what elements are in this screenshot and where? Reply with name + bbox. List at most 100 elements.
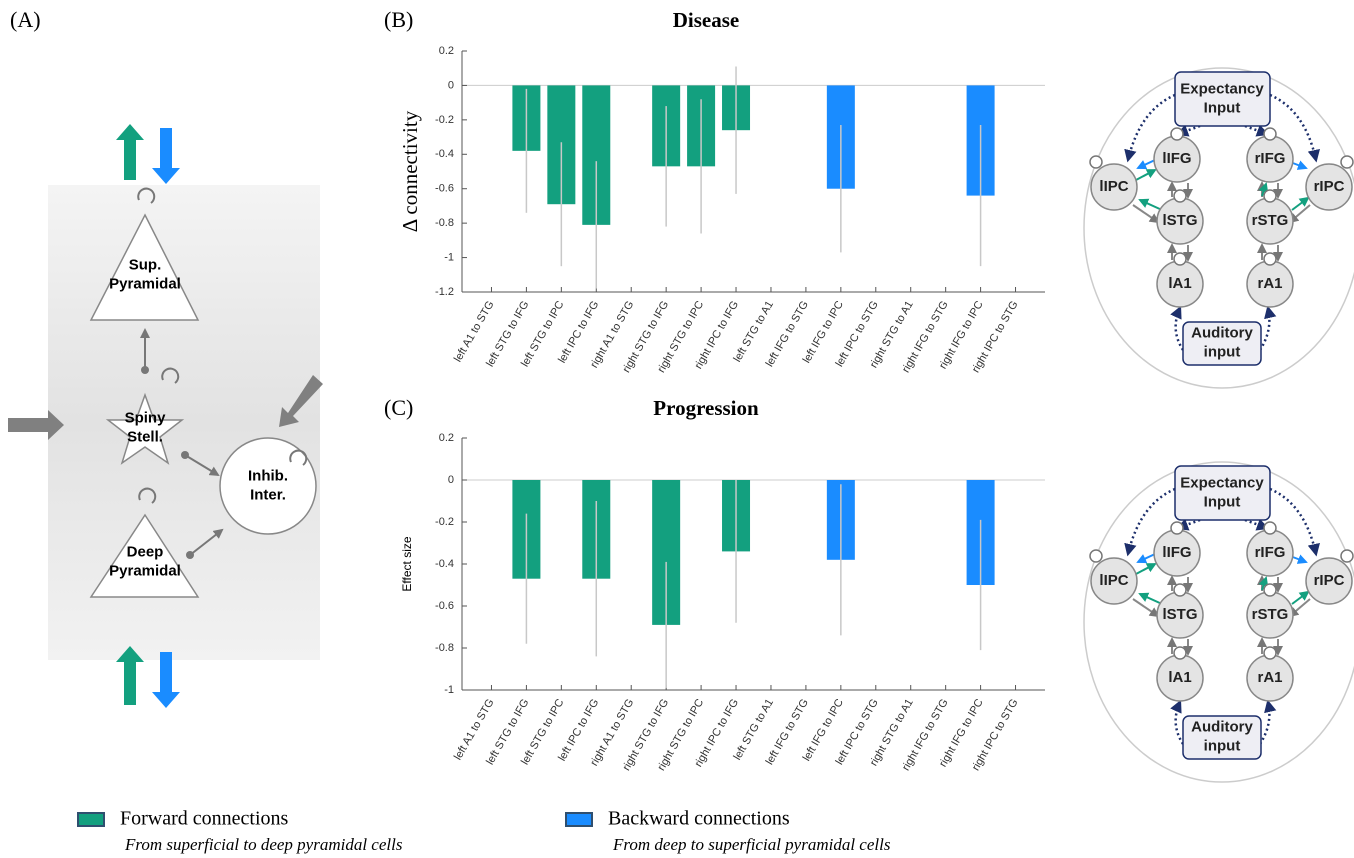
y-tick-label: -0.6 (435, 600, 454, 612)
node-label: input (1204, 343, 1241, 360)
node-label: lA1 (1168, 669, 1191, 686)
node-label: Input (1204, 493, 1241, 510)
connection (1132, 598, 1160, 618)
node-label: Inter. (250, 486, 286, 503)
node-label: rIPC (1314, 572, 1345, 589)
self-loop (289, 449, 308, 466)
self-loop (1089, 155, 1103, 169)
input-box (1174, 71, 1271, 127)
connection (184, 454, 220, 477)
arrow-up (116, 124, 144, 180)
self-loop (1263, 189, 1277, 203)
node-label: lIFG (1162, 150, 1191, 167)
input-link (1175, 518, 1201, 531)
node (1305, 163, 1353, 211)
node-label: Input (1204, 99, 1241, 116)
input-link (1170, 699, 1185, 745)
node-label: Pyramidal (109, 562, 181, 579)
input-link (1175, 124, 1201, 137)
self-loop (138, 487, 157, 504)
arrow-down (152, 652, 180, 708)
self-loop (1263, 646, 1277, 660)
node-label: rSTG (1252, 212, 1289, 229)
y-tick-label: -0.6 (435, 183, 454, 195)
chart-title: Progression (653, 396, 759, 420)
input-arrow (279, 375, 323, 427)
node-label: Pyramidal (109, 275, 181, 292)
node-label: Sup. (129, 256, 162, 273)
y-axis-label: Effect size (400, 536, 414, 591)
node-label: Inhib. (248, 467, 288, 484)
self-loop (137, 187, 156, 204)
node-label: Deep (127, 543, 164, 560)
input-link (1258, 305, 1277, 351)
node-label: Auditory (1191, 718, 1253, 735)
legend-swatch (565, 812, 593, 827)
forward (1291, 590, 1310, 605)
self-loop (1173, 189, 1187, 203)
node-label: lIFG (1162, 544, 1191, 561)
arrow-down (152, 128, 180, 184)
cell (89, 513, 200, 598)
self-loop (1263, 127, 1277, 141)
y-tick-label: -1 (444, 251, 454, 263)
legend-label: Forward connections (120, 808, 289, 830)
cortical-column (8, 124, 323, 708)
self-loop (1170, 127, 1184, 141)
input-link (1258, 699, 1277, 745)
legend-note: From superficial to deep pyramidal cells (124, 835, 403, 854)
forward (1258, 576, 1269, 591)
legend-note: From deep to superficial pyramidal cells (612, 835, 891, 854)
input-box (1182, 321, 1262, 366)
self-loop (1263, 583, 1277, 597)
cell (89, 213, 200, 321)
chart-title: Disease (673, 8, 740, 32)
y-tick-label: 0 (448, 79, 454, 91)
y-tick-label: -0.4 (435, 148, 454, 160)
legend-swatch (77, 812, 105, 827)
panel-label: (C) (384, 395, 413, 420)
self-loop (1263, 521, 1277, 535)
cell (219, 437, 317, 535)
legend-label: Backward connections (608, 808, 790, 830)
forward (1135, 563, 1157, 575)
node-label: Spiny (125, 409, 166, 426)
y-tick-label: -0.2 (435, 516, 454, 528)
forward (1291, 196, 1310, 211)
y-tick-label: -0.2 (435, 114, 454, 126)
panel-label: (B) (384, 7, 413, 32)
self-loop (1173, 646, 1187, 660)
self-loop (1340, 549, 1354, 563)
input-box (1182, 715, 1262, 760)
backward (1136, 159, 1156, 170)
node-label: rIPC (1314, 178, 1345, 195)
node-label: rIFG (1255, 544, 1286, 561)
y-tick-label: -0.4 (435, 558, 454, 570)
node-label: lA1 (1168, 275, 1191, 292)
node-label: rSTG (1252, 606, 1289, 623)
self-loop (1340, 155, 1354, 169)
panel-label: (A) (10, 7, 41, 32)
node-label: Expectancy (1180, 80, 1264, 97)
cell (105, 392, 185, 465)
forward (1138, 592, 1163, 605)
node (1090, 163, 1138, 211)
node-label: lIPC (1099, 572, 1128, 589)
y-axis-label: Δ connectivity (398, 110, 422, 232)
self-loop (1173, 583, 1187, 597)
input-arrow (8, 410, 64, 440)
node-label: lSTG (1162, 606, 1197, 623)
network-diagram: Expectancy Input lIFG rIFG lIPC rIPC lSTG rSTG l… (1083, 67, 1354, 389)
self-loop (1089, 549, 1103, 563)
node-label: Expectancy (1180, 474, 1264, 491)
node (1090, 557, 1138, 605)
backward (1136, 553, 1156, 564)
node (1305, 557, 1353, 605)
network-diagram: Expectancy Input lIFG rIFG lIPC rIPC lSTG rSTG l… (1083, 461, 1354, 783)
node-label: input (1204, 737, 1241, 754)
node-label: Stell. (127, 428, 163, 445)
node-label: Auditory (1191, 324, 1253, 341)
arrow-up (116, 646, 144, 705)
node-label: lIPC (1099, 178, 1128, 195)
